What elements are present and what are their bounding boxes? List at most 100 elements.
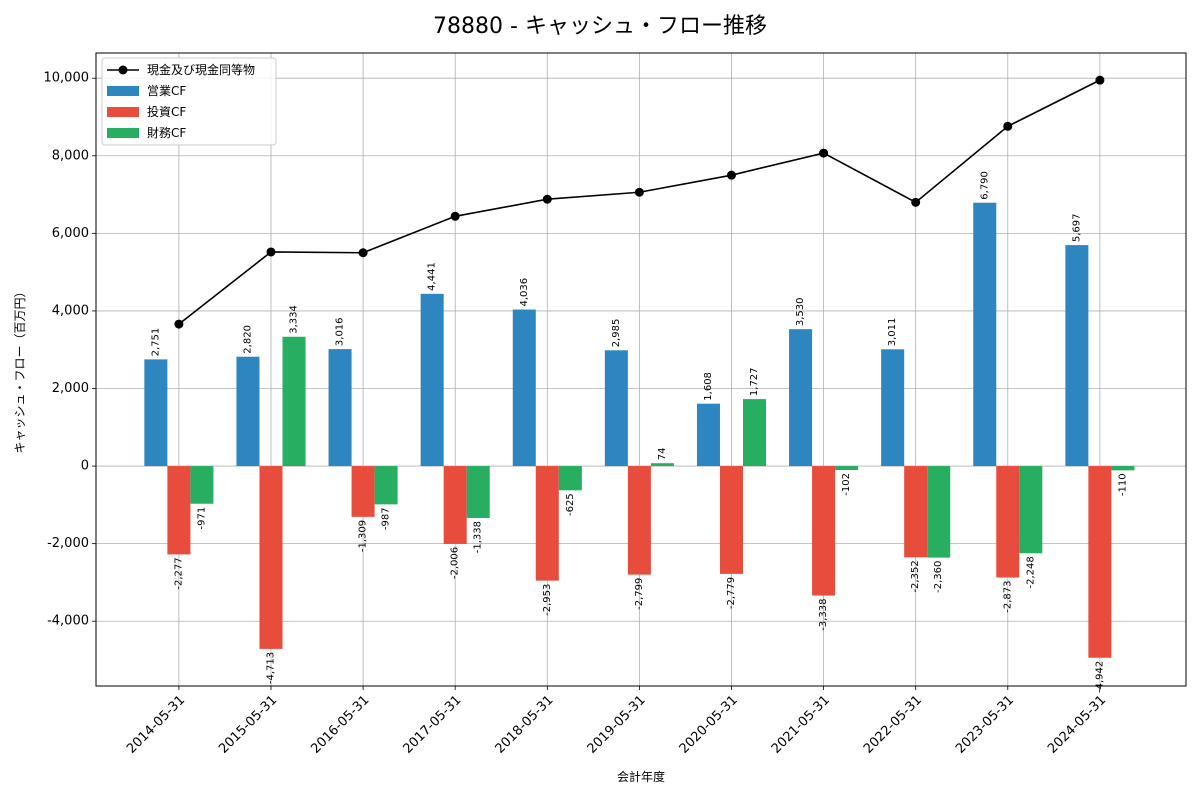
- bar-investing-cf-2017-05-31: [443, 466, 467, 544]
- legend-color-swatch: [107, 86, 139, 96]
- data-label-operating-cf: 3,011: [887, 318, 898, 347]
- legend-box: [101, 57, 277, 146]
- bar-operating-cf-2016-05-31: [328, 349, 352, 467]
- legend-item: 財務CF: [107, 125, 186, 140]
- y-tick-label: -2,000: [47, 536, 89, 551]
- data-label-operating-cf: 2,820: [242, 325, 253, 354]
- bar-operating-cf-2021-05-31: [789, 329, 813, 467]
- data-label-financing-cf: -110: [1117, 473, 1128, 496]
- data-label-financing-cf: 74: [657, 447, 668, 460]
- bar-operating-cf-2024-05-31: [1065, 245, 1089, 467]
- data-label-financing-cf: -102: [841, 473, 852, 496]
- legend-label: 投資CF: [147, 104, 186, 119]
- bars: [144, 202, 1135, 658]
- data-label-investing-cf: -3,338: [818, 599, 829, 631]
- data-label-operating-cf: 4,441: [427, 262, 438, 291]
- bar-investing-cf-2018-05-31: [535, 466, 559, 581]
- cash-point-2015-05-31: [266, 247, 276, 257]
- bar-financing-cf-2019-05-31: [650, 463, 674, 467]
- chart-title: 78880 - キャッシュ・フロー推移: [433, 14, 767, 39]
- bar-investing-cf-2014-05-31: [167, 466, 191, 555]
- data-label-operating-cf: 3,530: [795, 298, 806, 327]
- cash-point-2022-05-31: [911, 197, 921, 207]
- bar-financing-cf-2023-05-31: [1019, 466, 1043, 554]
- legend-color-swatch: [107, 128, 139, 138]
- data-label-investing-cf: -2,277: [173, 557, 184, 589]
- data-label-financing-cf: 3,334: [289, 305, 300, 334]
- bar-financing-cf-2015-05-31: [282, 336, 306, 467]
- bar-investing-cf-2024-05-31: [1088, 466, 1112, 658]
- y-tick-label: 8,000: [52, 148, 89, 163]
- bar-operating-cf-2015-05-31: [236, 356, 260, 467]
- y-tick-label: 4,000: [52, 303, 89, 318]
- bar-investing-cf-2019-05-31: [627, 466, 651, 575]
- x-axis-label: 会計年度: [617, 769, 665, 784]
- cash-line-series: [174, 75, 1105, 329]
- data-label-investing-cf: -2,873: [1002, 581, 1013, 613]
- data-label-financing-cf: -2,360: [933, 561, 944, 593]
- data-label-operating-cf: 2,751: [150, 328, 161, 357]
- bar-financing-cf-2018-05-31: [558, 466, 582, 491]
- legend-label: 財務CF: [147, 125, 186, 140]
- data-label-operating-cf: 3,016: [335, 317, 346, 346]
- y-tick-label: -4,000: [47, 614, 89, 629]
- cash-point-2020-05-31: [726, 170, 736, 180]
- y-tick-label: 6,000: [52, 226, 89, 241]
- bar-investing-cf-2020-05-31: [719, 466, 744, 574]
- bar-operating-cf-2023-05-31: [973, 202, 997, 467]
- bar-financing-cf-2024-05-31: [1111, 466, 1135, 471]
- y-axis-label: キャッシュ・フロー（百万円）: [13, 285, 27, 453]
- cash-point-2017-05-31: [450, 211, 460, 221]
- bar-investing-cf-2022-05-31: [904, 466, 928, 558]
- data-label-financing-cf: -1,338: [473, 521, 484, 553]
- plot-frame: [95, 52, 1187, 687]
- legend-item: 営業CF: [107, 84, 186, 98]
- data-label-investing-cf: -1,309: [358, 520, 369, 552]
- cash-point-2014-05-31: [174, 319, 184, 329]
- data-label-operating-cf: 5,697: [1071, 213, 1082, 242]
- data-label-investing-cf: -4,942: [1094, 661, 1105, 693]
- bar-financing-cf-2016-05-31: [374, 466, 398, 505]
- bar-financing-cf-2022-05-31: [927, 466, 951, 558]
- cash-point-2016-05-31: [358, 248, 368, 258]
- data-label-operating-cf: 4,036: [519, 278, 530, 307]
- data-label-operating-cf: 1,608: [703, 372, 714, 401]
- data-label-financing-cf: -971: [196, 507, 207, 530]
- data-label-operating-cf: 2,985: [611, 319, 622, 348]
- bar-investing-cf-2016-05-31: [351, 466, 375, 517]
- y-tick-label: 0: [81, 459, 89, 474]
- data-label-investing-cf: -2,799: [634, 578, 645, 610]
- y-tick-label: 10,000: [44, 71, 90, 86]
- bar-operating-cf-2014-05-31: [144, 359, 168, 467]
- data-label-investing-cf: -4,713: [265, 652, 276, 684]
- legend-marker: [118, 65, 128, 75]
- data-label-operating-cf: 6,790: [979, 171, 990, 200]
- y-tick-label: 2,000: [52, 381, 89, 396]
- bar-investing-cf-2021-05-31: [812, 466, 836, 596]
- y-axis: -4,000 -2,000 0 2,000 4,000 6,000 8,000 10,000: [44, 71, 96, 629]
- bar-financing-cf-2020-05-31: [743, 399, 767, 467]
- data-label-investing-cf: -2,006: [450, 547, 461, 579]
- data-labels: 2,751 2,820 3,016 4,441 4,036 2,985 1,608 3,530…: [150, 171, 1128, 693]
- bar-operating-cf-2017-05-31: [420, 293, 444, 467]
- cash-point-2021-05-31: [819, 148, 829, 158]
- bar-investing-cf-2015-05-31: [259, 466, 283, 649]
- cash-point-2019-05-31: [634, 187, 644, 197]
- bar-operating-cf-2022-05-31: [881, 349, 905, 467]
- bar-financing-cf-2021-05-31: [835, 466, 859, 471]
- data-label-financing-cf: -2,248: [1025, 556, 1036, 588]
- legend-color-swatch: [107, 107, 139, 117]
- legend-label: 現金及び現金同等物: [147, 62, 255, 77]
- cash-point-2024-05-31: [1095, 75, 1105, 85]
- cash-point-2023-05-31: [1003, 121, 1013, 131]
- bar-financing-cf-2017-05-31: [466, 466, 490, 518]
- legend-label: 営業CF: [147, 84, 186, 98]
- cash-point-2018-05-31: [542, 194, 552, 204]
- legend-item: 現金及び現金同等物: [107, 62, 255, 77]
- bar-financing-cf-2014-05-31: [190, 466, 214, 504]
- bar-operating-cf-2020-05-31: [696, 403, 720, 467]
- data-label-investing-cf: -2,953: [542, 584, 553, 616]
- data-label-financing-cf: 1,727: [749, 367, 760, 396]
